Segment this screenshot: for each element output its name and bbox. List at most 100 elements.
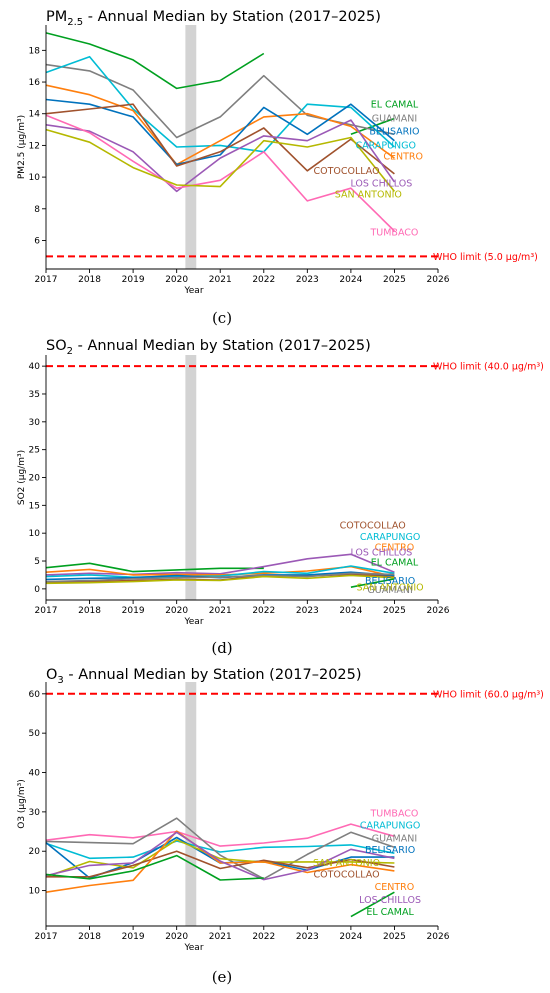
pm25-chart-panel: PM2.5 - Annual Median by Station (2017–2…: [0, 0, 550, 330]
so2-series-guamani-line: [45, 572, 395, 583]
pm25-y-tick-label: 16: [29, 78, 41, 88]
o3-label-tumbaco: TUMBACO: [369, 809, 418, 820]
pm25-x-axis-label: Year: [183, 286, 203, 296]
pm25-series-centro-line: [45, 84, 395, 166]
so2-y-tick-label: 40: [29, 362, 41, 372]
so2-x-axis-label: Year: [183, 617, 203, 627]
pm25-x-tick-label: 2018: [78, 275, 101, 285]
so2-chart-panel: SO2 - Annual Median by Station (2017–202…: [0, 330, 550, 660]
pm25-label-el-camal: EL CAMAL: [371, 99, 419, 110]
pm25-label-san-antonio: SAN ANTONIO: [335, 190, 402, 201]
o3-y-axis-label: O3 (µg/m³): [17, 779, 27, 829]
so2-y-tick-label: 0: [34, 585, 40, 595]
o3-label-carapungo: CARAPUNGO: [360, 820, 420, 831]
pm25-label-los-chillos: LOS CHILLOS: [350, 179, 412, 190]
o3-series-guamani-line: [45, 817, 395, 880]
pm25-who-limit-label: WHO limit (5.0 µg/m³): [433, 252, 538, 263]
o3-chart: O3 - Annual Median by Station (2017–2025…: [17, 667, 544, 986]
so2-label-carapungo: CARAPUNGO: [360, 532, 420, 543]
so2-y-axis-label: SO2 (µg/m³): [17, 450, 27, 505]
o3-x-tick-label: 2021: [209, 932, 232, 942]
pm25-y-tick-label: 10: [29, 173, 41, 183]
pm25-series-el-camal-line: [45, 32, 265, 90]
pm25-panel-label: (c): [212, 309, 232, 327]
o3-label-guamani: GUAMANI: [372, 833, 417, 844]
so2-label-cotocollao: COTOCOLLAO: [340, 521, 406, 532]
pm25-x-tick-label: 2025: [383, 275, 406, 285]
so2-y-tick-label: 25: [29, 446, 40, 456]
o3-y-tick-label: 50: [29, 729, 41, 739]
o3-label-centro: CENTRO: [375, 882, 415, 893]
so2-x-tick-label: 2024: [339, 606, 362, 616]
pm25-label-belisario: BELISARIO: [369, 126, 419, 137]
pm25-series-guamani-line: [45, 63, 395, 139]
so2-x-tick-label: 2021: [209, 606, 232, 616]
pm25-series-carapungo-line: [45, 55, 395, 153]
so2-y-tick-label: 20: [29, 474, 41, 484]
so2-y-tick-label: 10: [29, 529, 41, 539]
so2-label-belisario: BELISARIO: [365, 576, 415, 587]
so2-who-limit-label: WHO limit (40.0 µg/m³): [433, 362, 544, 373]
pm25-x-tick-label: 2020: [165, 275, 188, 285]
o3-chart-panel: O3 - Annual Median by Station (2017–2025…: [0, 660, 550, 993]
so2-series-carapungo-line: [45, 565, 395, 578]
so2-y-tick-label: 30: [29, 418, 41, 428]
o3-x-tick-label: 2018: [78, 932, 101, 942]
o3-x-tick-label: 2022: [252, 932, 275, 942]
so2-y-tick-label: 15: [29, 501, 40, 511]
so2-chart-title: SO2 - Annual Median by Station (2017–202…: [46, 338, 371, 357]
o3-series-tumbaco-line: [45, 823, 395, 847]
o3-x-tick-label: 2023: [296, 932, 319, 942]
pm25-series-belisario-line: [45, 98, 395, 166]
pm25-x-tick-label: 2021: [209, 275, 232, 285]
o3-series-centro-line: [45, 830, 395, 893]
pm25-y-tick-label: 18: [29, 46, 41, 56]
pm25-series-cotocollao-line: [45, 103, 395, 175]
so2-x-tick-label: 2017: [35, 606, 58, 616]
pm25-y-tick-label: 14: [29, 110, 41, 120]
o3-label-belisario: BELISARIO: [365, 845, 415, 856]
so2-x-tick-label: 2022: [252, 606, 275, 616]
o3-y-tick-label: 20: [29, 847, 41, 857]
so2-x-tick-label: 2025: [383, 606, 406, 616]
o3-x-tick-label: 2017: [35, 932, 58, 942]
o3-series-el-camal-line: [45, 854, 264, 881]
o3-series-los-chillos-line: [45, 831, 395, 881]
so2-label-centro: CENTRO: [375, 542, 415, 553]
pm25-label-guamani: GUAMANI: [372, 114, 417, 125]
o3-x-tick-label: 2024: [339, 932, 362, 942]
o3-label-cotocollao: COTOCOLLAO: [313, 870, 379, 881]
o3-y-tick-label: 60: [29, 690, 41, 700]
o3-label-san-antonio: SAN ANTONIO: [313, 858, 380, 869]
so2-label-san-antonio: SAN ANTONIO: [357, 583, 424, 594]
o3-x-axis-label: Year: [183, 943, 203, 953]
pm25-series-san-antonio-line: [45, 128, 396, 192]
o3-chart-title: O3 - Annual Median by Station (2017–2025…: [46, 667, 362, 686]
so2-label-el-camal: EL CAMAL: [371, 557, 419, 568]
so2-panel-label: (d): [211, 639, 232, 657]
so2-x-tick-label: 2023: [296, 606, 319, 616]
o3-y-tick-label: 10: [29, 887, 41, 897]
o3-series-cotocollao-line: [46, 850, 395, 878]
so2-x-tick-label: 2026: [427, 606, 450, 616]
pm25-chart-title: PM2.5 - Annual Median by Station (2017–2…: [46, 9, 381, 28]
pm25-label-cotocollao: COTOCOLLAO: [313, 166, 379, 177]
pm25-y-tick-label: 12: [29, 141, 40, 151]
so2-series-el-camal-line: [45, 562, 264, 573]
pm25-x-tick-label: 2019: [122, 275, 145, 285]
so2-y-tick-label: 35: [29, 390, 40, 400]
o3-panel-label: (e): [212, 968, 233, 986]
o3-y-tick-label: 30: [29, 808, 41, 818]
o3-label-el-camal: EL CAMAL: [366, 907, 414, 918]
so2-chart: SO2 - Annual Median by Station (2017–202…: [17, 338, 544, 657]
pm25-y-tick-label: 6: [34, 236, 40, 246]
so2-label-guamani: GUAMANI: [367, 585, 412, 596]
o3-x-tick-label: 2020: [165, 932, 188, 942]
pm25-label-carapungo: CARAPUNGO: [355, 141, 415, 152]
pm25-series-los-chillos-line: [45, 119, 396, 193]
pm25-y-tick-label: 8: [34, 205, 40, 215]
so2-shaded-span: [185, 355, 197, 600]
so2-x-tick-label: 2020: [165, 606, 188, 616]
so2-series-san-antonio-line: [45, 574, 395, 585]
o3-shaded-span: [185, 682, 197, 926]
